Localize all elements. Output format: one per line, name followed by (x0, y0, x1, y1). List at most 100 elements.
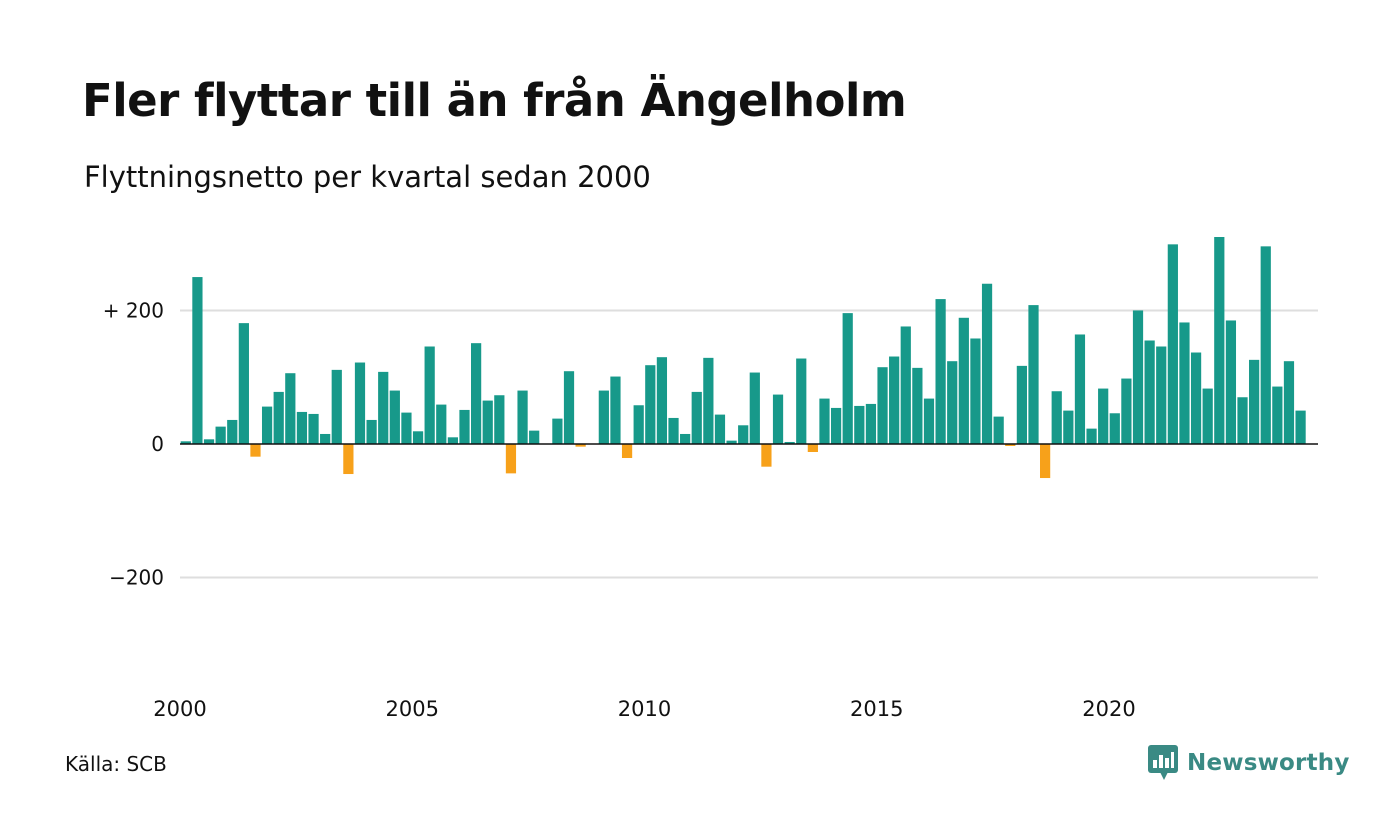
bar (935, 299, 946, 444)
chart-subtitle: Flyttningsnetto per kvartal sedan 2000 (84, 160, 651, 194)
x-tick-label: 2020 (1082, 697, 1135, 721)
bar (981, 283, 993, 444)
bar (830, 407, 842, 444)
bar (1121, 378, 1132, 444)
bar (505, 443, 517, 474)
bar (1144, 340, 1155, 444)
y-tick-label: 0 (151, 432, 164, 456)
bar (656, 357, 668, 444)
bar (1109, 413, 1120, 444)
bar (912, 367, 923, 444)
bar (1098, 388, 1109, 444)
bar (529, 430, 540, 444)
bar (958, 317, 969, 444)
bar (180, 441, 191, 444)
bar (389, 390, 400, 444)
bar (807, 443, 818, 452)
x-tick-label: 2010 (618, 697, 671, 721)
bar (900, 326, 911, 444)
bar (738, 425, 749, 444)
bar (1237, 397, 1248, 444)
bar (447, 437, 458, 444)
bar (1132, 310, 1144, 444)
bar (482, 400, 493, 444)
bar (331, 369, 342, 444)
bar (296, 411, 308, 444)
bar (1167, 244, 1178, 444)
bar (517, 390, 528, 444)
bar (401, 412, 412, 444)
bar (1028, 305, 1039, 444)
brand-name: Newsworthy (1187, 750, 1350, 776)
y-tick-labels: + 200 0 −200 (103, 298, 164, 589)
bar (726, 440, 737, 444)
bar (459, 409, 470, 444)
bar (819, 398, 830, 444)
bar (947, 361, 958, 444)
bar (645, 365, 656, 444)
bar (865, 403, 877, 444)
y-tick-label: + 200 (103, 298, 164, 322)
bar (1225, 320, 1237, 444)
bar (412, 431, 424, 444)
bar (1295, 410, 1306, 444)
bar (1249, 359, 1260, 444)
bar (842, 313, 853, 444)
bar (285, 373, 296, 444)
bar (354, 362, 366, 444)
bar (621, 443, 633, 459)
bar (238, 323, 249, 444)
bar (378, 371, 389, 444)
bar (471, 343, 482, 444)
bar (1016, 365, 1027, 444)
bar (494, 395, 505, 444)
chart-title: Fler flyttar till än från Ängelholm (82, 74, 907, 127)
bar (227, 419, 238, 444)
bar (552, 418, 563, 444)
bar (1202, 388, 1213, 444)
bar (1283, 361, 1295, 444)
bar (877, 367, 888, 444)
source-note: Källa: SCB (65, 752, 167, 776)
bar (633, 405, 644, 444)
bar (192, 277, 203, 444)
bar (1086, 428, 1097, 444)
bar (668, 417, 679, 444)
bar (1051, 391, 1062, 444)
bar (796, 358, 807, 444)
bar (923, 398, 935, 444)
bar (772, 394, 784, 444)
x-tick-label: 2015 (850, 697, 903, 721)
bar (1156, 346, 1167, 444)
bar (1179, 322, 1190, 444)
x-tick-labels: 2000 2005 2010 2015 2020 (153, 697, 1135, 721)
bar (610, 376, 621, 444)
bar (343, 443, 354, 475)
bar (993, 416, 1004, 444)
bar (889, 356, 900, 444)
bars (180, 237, 1306, 479)
bar (1190, 352, 1202, 444)
bar (261, 406, 273, 444)
bar (1005, 443, 1016, 446)
x-tick-label: 2000 (153, 697, 206, 721)
bar (1272, 386, 1283, 444)
bar (308, 413, 319, 444)
bar (575, 443, 586, 447)
y-tick-label: −200 (109, 566, 164, 590)
bar (436, 404, 447, 444)
bar (749, 372, 760, 444)
bar (203, 439, 215, 444)
bar (714, 414, 726, 444)
bar (1214, 237, 1225, 444)
bar (761, 443, 772, 467)
bar (215, 426, 226, 444)
bar (1063, 410, 1074, 444)
bar (703, 357, 714, 444)
bar (680, 433, 691, 444)
brand-logo: Newsworthy (1148, 743, 1350, 783)
bar (563, 371, 575, 444)
bar (784, 441, 795, 444)
bar (250, 443, 261, 457)
